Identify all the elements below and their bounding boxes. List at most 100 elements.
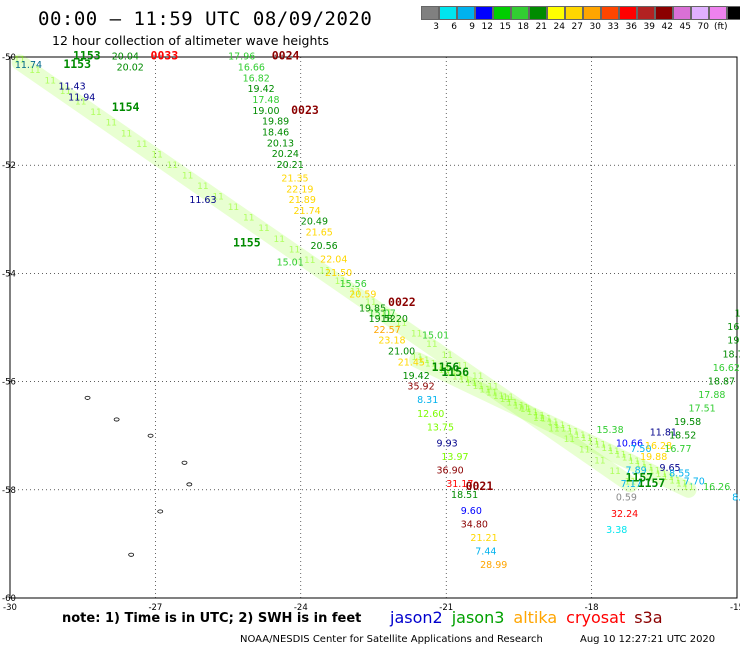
legend-unit: (ft) xyxy=(714,22,728,32)
wave-height-label: 11.94 xyxy=(68,92,95,103)
track-time-tick: 11 xyxy=(581,434,592,444)
track-time-tick: 11 xyxy=(622,454,633,464)
wave-height-label: 20.04 xyxy=(112,52,139,63)
track-time-tick: 11 xyxy=(60,87,71,97)
wave-height-label: 19.85 xyxy=(359,303,386,314)
wave-height-label: 20.49 xyxy=(301,217,328,228)
track-time-tick: 11 xyxy=(212,193,223,203)
legend-label: 21 xyxy=(535,22,547,32)
track-time-tick: 11 xyxy=(625,477,636,487)
track-time-tick: 11 xyxy=(441,351,452,361)
track-time-tick: 11 xyxy=(594,456,605,466)
legend-swatch xyxy=(727,6,740,20)
track-time-tick: 11 xyxy=(676,480,687,490)
wave-height-label: 11.63 xyxy=(189,195,216,206)
credit-text: NOAA/NESDIS Center for Satellite Applica… xyxy=(240,634,543,645)
wave-height-label: 7.89 xyxy=(626,466,647,477)
track-time-tick: 11 xyxy=(380,309,391,319)
legend-label: 6 xyxy=(451,22,457,32)
legend-swatch xyxy=(529,6,547,20)
track-time-tick: 11 xyxy=(243,214,254,224)
wave-height-label: 17.88 xyxy=(698,390,725,401)
track-time-tick: 11 xyxy=(466,379,477,389)
wave-height-label: 20.59 xyxy=(349,290,376,301)
track-time-tick: 11 xyxy=(121,129,132,139)
wave-height-label: 18.87 xyxy=(708,376,735,387)
legend-swatch xyxy=(601,6,619,20)
track-time-tick: 11 xyxy=(459,376,470,386)
track-time-tick: 11 xyxy=(649,467,660,477)
wave-height-label: 8.31 xyxy=(417,395,438,406)
timestamp-text: Aug 10 12:27:21 UTC 2020 xyxy=(580,634,716,645)
wave-height-label: 20.13 xyxy=(267,138,294,149)
wave-height-label: 16.3 xyxy=(727,322,740,333)
track-time-tick: 11 xyxy=(418,356,429,366)
y-tick-label: -54 xyxy=(2,269,16,279)
track-time-tick: 11 xyxy=(304,256,315,266)
wave-height-label: 19.58 xyxy=(674,417,701,428)
wave-height-label: 15.01 xyxy=(422,330,449,341)
track-time-tick: 11 xyxy=(425,359,436,369)
jason3-track-swath-east xyxy=(409,351,697,498)
legend-swatch xyxy=(637,6,655,20)
wave-height-label: 20.02 xyxy=(117,63,144,74)
track-time-tick: 11 xyxy=(564,435,575,445)
track-time-tick: 11 xyxy=(106,119,117,129)
wave-height-label: 0.59 xyxy=(616,493,637,504)
legend-swatch xyxy=(655,6,673,20)
satellite-altika: altika xyxy=(513,608,558,627)
wave-height-label: 11.81 xyxy=(650,428,677,439)
track-time-tick: 11 xyxy=(533,414,544,424)
track-time-tick: 11 xyxy=(547,418,558,428)
legend-labels: 3 6 9 12 15 18 21 24 27 30 33 36 39 42 45 70 xyxy=(421,22,709,32)
wave-height-label: 21.45 xyxy=(398,357,425,368)
wave-height-label: 19.00 xyxy=(252,106,279,117)
legend-swatch xyxy=(583,6,601,20)
track-time-tick: 11 xyxy=(595,441,606,451)
track-time-tick: 11 xyxy=(520,405,531,415)
color-legend xyxy=(421,6,740,20)
track-time-tick: 11 xyxy=(554,421,565,431)
legend-label: 30 xyxy=(589,22,601,32)
track-time-tick: 11 xyxy=(561,424,572,434)
track-time-tick: 11 xyxy=(567,428,578,438)
legend-label: 9 xyxy=(469,22,475,32)
track-time-tick: 11 xyxy=(411,353,422,363)
wave-height-label: 16.82 xyxy=(243,73,270,84)
track-time-tick: 11 xyxy=(579,446,590,456)
pass-time-label: 0033 xyxy=(151,49,179,63)
wave-height-label: 13.75 xyxy=(427,422,454,433)
wave-height-label: 17 xyxy=(735,309,740,320)
wave-height-label: 18.46 xyxy=(262,127,289,138)
wave-height-label: 11.74 xyxy=(15,60,42,71)
x-tick-label: -27 xyxy=(148,603,162,613)
legend-label: 24 xyxy=(553,22,565,32)
wave-height-label: 15.56 xyxy=(340,279,367,290)
track-time-tick: 11 xyxy=(683,483,694,493)
island-outline xyxy=(147,433,154,438)
track-time-tick: 11 xyxy=(472,372,483,382)
wave-height-label: 15.07 xyxy=(369,309,396,320)
track-time-tick: 11 xyxy=(258,224,269,234)
track-time-tick: 11 xyxy=(574,431,585,441)
wave-height-label: 32.24 xyxy=(611,509,638,520)
legend-swatch xyxy=(673,6,691,20)
legend-swatch xyxy=(709,6,727,20)
x-tick-label: -15 xyxy=(730,603,740,613)
pass-time-label: 0021 xyxy=(466,479,494,493)
track-time-tick: 11 xyxy=(629,457,640,467)
wave-height-label: 21.89 xyxy=(289,195,316,206)
track-time-tick: 11 xyxy=(635,460,646,470)
legend-label: 12 xyxy=(481,22,493,32)
satellite-legend: jason2 jason3 altika cryosat s3a xyxy=(390,608,672,627)
map-frame xyxy=(9,56,738,599)
satellite-cryosat: cryosat xyxy=(566,608,626,627)
track-time-tick: 11 xyxy=(540,415,551,425)
legend-label: 45 xyxy=(679,22,691,32)
track-time-tick: 11 xyxy=(457,361,468,371)
track-time-tick: 11 xyxy=(29,66,40,76)
satellite-jason2: jason2 xyxy=(390,608,443,627)
wave-height-label: 22.57 xyxy=(374,325,401,336)
pass-time-label: 1155 xyxy=(233,235,261,249)
satellite-jason3: jason3 xyxy=(451,608,505,627)
